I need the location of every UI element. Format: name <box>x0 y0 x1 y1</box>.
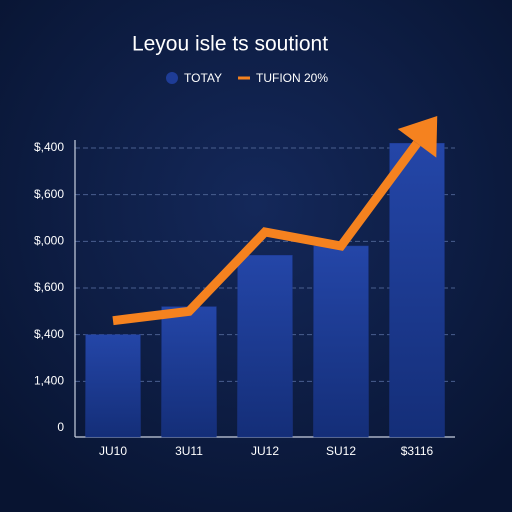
y-tick-label: $,400 <box>34 140 64 154</box>
bar <box>313 245 369 438</box>
x-tick-label: JU10 <box>99 444 127 458</box>
y-tick-label: $,000 <box>34 234 64 248</box>
y-tick-label: 0 <box>57 420 64 434</box>
y-tick-label: 1,400 <box>34 374 64 388</box>
x-tick-label: JU12 <box>251 444 279 458</box>
x-tick-label: 3U11 <box>175 444 203 458</box>
legend-swatch <box>166 72 178 84</box>
bar <box>237 255 293 438</box>
bar <box>161 306 217 438</box>
arrow-head <box>397 116 438 158</box>
x-tick-label: $3116 <box>401 444 434 458</box>
y-tick-label: $,400 <box>34 327 64 341</box>
y-tick-label: $,600 <box>34 187 64 201</box>
x-tick-label: SU12 <box>326 444 356 458</box>
legend-label: TOTAY <box>184 71 222 85</box>
bar <box>389 143 445 438</box>
bar <box>85 334 141 438</box>
legend: TOTAY TUFION 20% <box>166 71 328 85</box>
trend-line <box>112 140 421 326</box>
legend-label: TUFION 20% <box>256 71 328 85</box>
y-tick-label: $,600 <box>34 280 64 294</box>
chart-title: Leyou isle ts soutiont <box>132 33 328 56</box>
